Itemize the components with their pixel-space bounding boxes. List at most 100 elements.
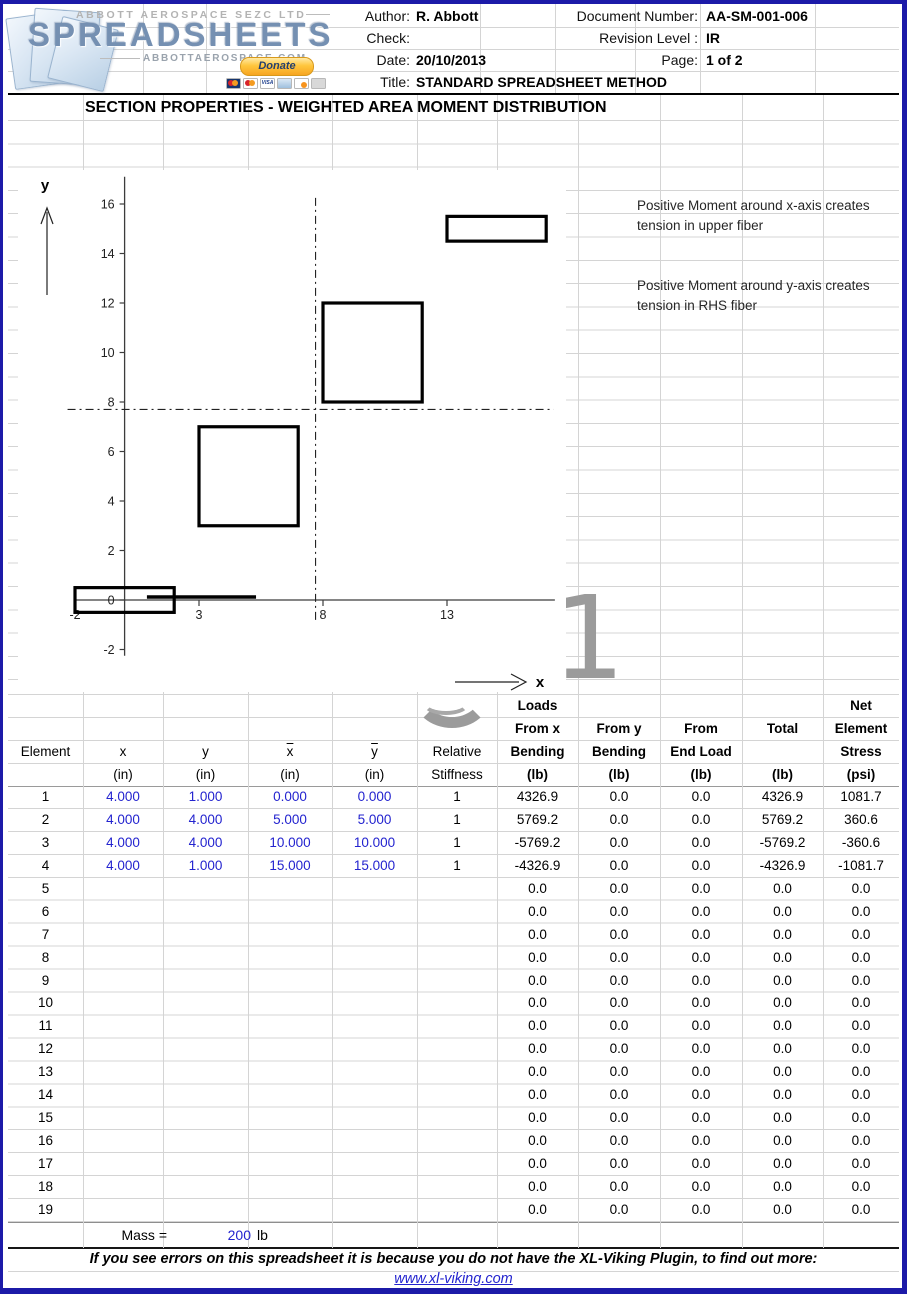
cell-total: 0.0 [773, 926, 792, 942]
cell-x[interactable] [83, 1153, 163, 1176]
cell-x[interactable]: 4.000 [106, 811, 140, 827]
cell-xbar[interactable] [248, 924, 332, 947]
cell-ybar[interactable]: 5.000 [357, 811, 392, 827]
cell-ybar[interactable] [332, 901, 417, 924]
cell-ybar[interactable] [332, 1038, 417, 1061]
cell-y[interactable] [163, 1038, 248, 1061]
cell-ybar[interactable] [332, 1130, 417, 1153]
cell-ybar[interactable] [332, 1061, 417, 1084]
cell-xbar[interactable] [248, 1153, 332, 1176]
cell-xbar[interactable] [248, 947, 332, 970]
cell-ybar[interactable] [332, 970, 417, 993]
cell-xbar[interactable] [248, 901, 332, 924]
cell-xbar[interactable]: 0.000 [273, 789, 307, 804]
cell-x[interactable] [83, 901, 163, 924]
col-header-from: From [684, 721, 718, 736]
cell-xbar[interactable] [248, 1038, 332, 1061]
cell-y[interactable] [163, 1084, 248, 1107]
cell-xbar[interactable]: 10.000 [269, 834, 311, 850]
cell-ybar[interactable] [332, 924, 417, 947]
cell-xbar[interactable] [248, 1130, 332, 1153]
cell-y[interactable] [163, 924, 248, 947]
cell-y[interactable]: 4.000 [188, 811, 223, 827]
page-border [0, 1288, 907, 1294]
col-header-relative: Relative [432, 744, 482, 759]
cell-x[interactable] [83, 1130, 163, 1153]
cell-x[interactable] [83, 970, 163, 993]
page-value: 1 of 2 [706, 52, 743, 68]
cell-ybar[interactable] [332, 1176, 417, 1199]
cell-ybar[interactable] [332, 878, 417, 901]
donate-button[interactable]: Donate [240, 57, 314, 76]
cell-x[interactable] [83, 924, 163, 947]
cell-y[interactable] [163, 970, 248, 993]
cell-ybar[interactable] [332, 1107, 417, 1130]
cell-from-end-load: 0.0 [691, 1156, 711, 1171]
cell-y[interactable]: 1.000 [188, 789, 223, 804]
cell-xbar[interactable]: 15.000 [269, 857, 311, 873]
cell-ybar[interactable] [332, 1084, 417, 1107]
cell-y[interactable] [163, 992, 248, 1015]
cell-xbar[interactable] [248, 1199, 332, 1222]
cell-from-end-load: 0.0 [691, 1064, 711, 1080]
cell-xbar[interactable] [248, 1107, 332, 1130]
cell-from-end-load: 0.0 [691, 949, 711, 965]
cell-y[interactable] [163, 1061, 248, 1084]
cell-y[interactable] [163, 901, 248, 924]
cell-stiffness [417, 901, 497, 924]
y-axis-label: y [41, 177, 50, 194]
cell-xbar[interactable] [248, 1015, 332, 1038]
cell-stress: 0.0 [851, 880, 871, 896]
cell-x[interactable] [83, 1061, 163, 1084]
cell-ybar[interactable] [332, 1015, 417, 1038]
cell-y[interactable]: 1.000 [188, 857, 223, 873]
cell-y[interactable] [163, 1199, 248, 1222]
cell-total: 5769.2 [761, 811, 804, 827]
cell-x[interactable] [83, 1107, 163, 1130]
cell-element: 13 [37, 1064, 54, 1080]
page-border [0, 0, 3, 1294]
gridline [8, 763, 899, 764]
cell-x[interactable] [83, 1176, 163, 1199]
cell-from-y-bending: 0.0 [609, 811, 629, 827]
cell-y[interactable]: 4.000 [188, 834, 223, 850]
cell-xbar[interactable] [248, 878, 332, 901]
cell-x[interactable] [83, 1015, 163, 1038]
cell-ybar[interactable]: 15.000 [353, 857, 396, 873]
cell-x[interactable] [83, 1038, 163, 1061]
cell-ybar[interactable] [332, 947, 417, 970]
cell-y[interactable] [163, 878, 248, 901]
cell-from-x-bending: 0.0 [528, 1201, 547, 1217]
cell-x[interactable] [83, 878, 163, 901]
cell-y[interactable] [163, 1015, 248, 1038]
cell-xbar[interactable]: 5.000 [273, 811, 307, 827]
cell-x[interactable]: 4.000 [106, 857, 140, 873]
cell-ybar[interactable] [332, 1153, 417, 1176]
cell-x[interactable] [83, 992, 163, 1015]
cell-ybar[interactable]: 10.000 [353, 834, 396, 850]
cell-xbar[interactable] [248, 1084, 332, 1107]
cell-x[interactable] [83, 1084, 163, 1107]
cell-ybar[interactable] [332, 992, 417, 1015]
cell-ybar[interactable]: 0.000 [357, 789, 392, 804]
cell-x[interactable] [83, 1199, 163, 1222]
cell-xbar[interactable] [248, 992, 332, 1015]
cell-total: 0.0 [773, 995, 792, 1011]
cell-x[interactable]: 4.000 [106, 834, 140, 850]
cell-x[interactable] [83, 947, 163, 970]
cell-x[interactable]: 4.000 [106, 789, 140, 804]
xl-viking-link[interactable]: www.xl-viking.com [394, 1271, 513, 1287]
cell-xbar[interactable] [248, 1061, 332, 1084]
cell-xbar[interactable] [248, 970, 332, 993]
col-header-from-y: From y [596, 721, 642, 736]
cell-y[interactable] [163, 1130, 248, 1153]
cell-stiffness [417, 878, 497, 901]
cell-total: 0.0 [773, 903, 792, 919]
cell-y[interactable] [163, 947, 248, 970]
mass-value[interactable]: 200 [227, 1227, 251, 1243]
cell-y[interactable] [163, 1107, 248, 1130]
cell-xbar[interactable] [248, 1176, 332, 1199]
cell-y[interactable] [163, 1153, 248, 1176]
cell-y[interactable] [163, 1176, 248, 1199]
cell-ybar[interactable] [332, 1199, 417, 1222]
